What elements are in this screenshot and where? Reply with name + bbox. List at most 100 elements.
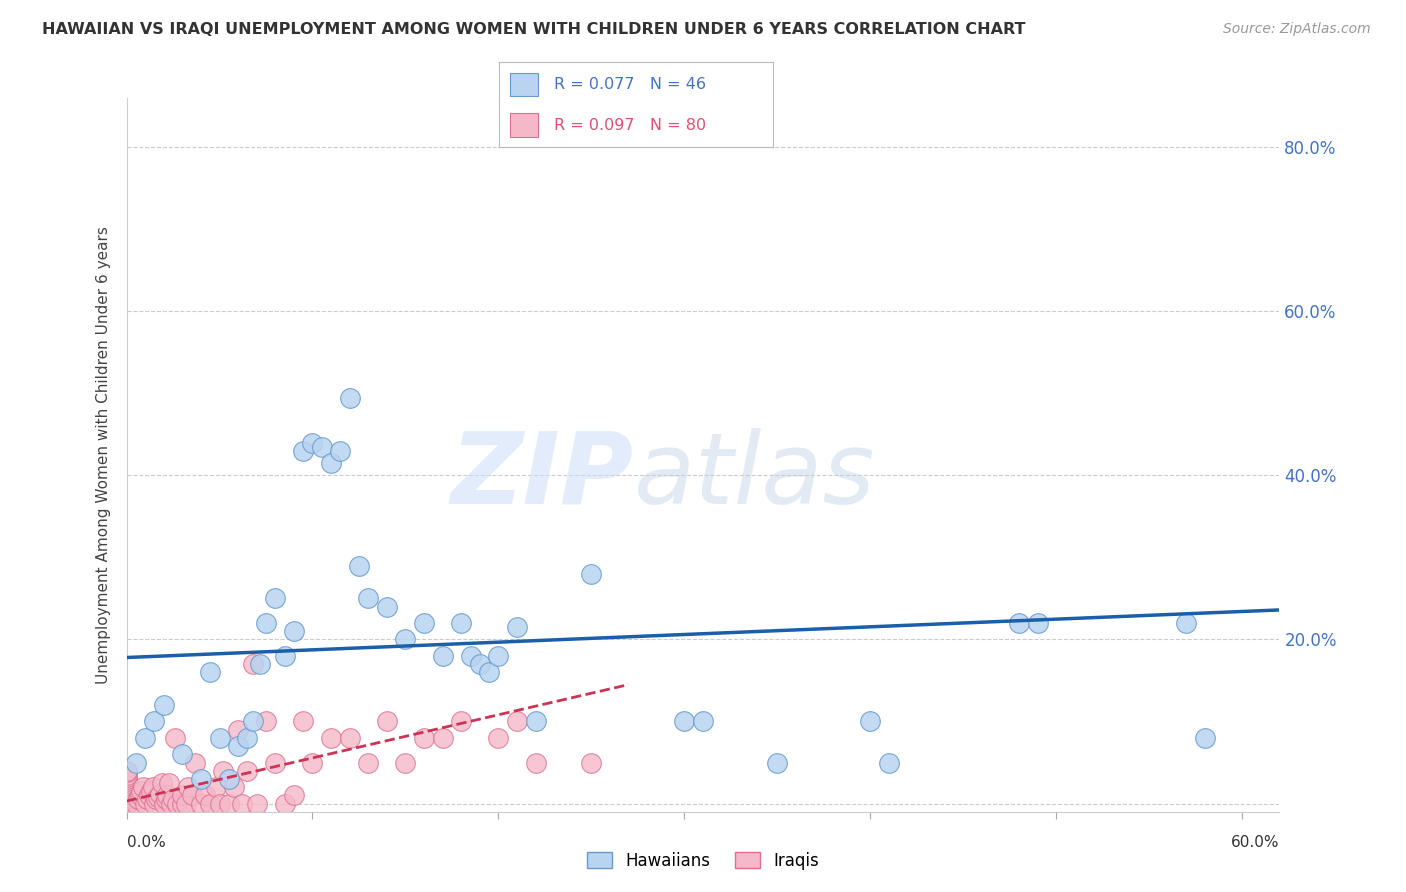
Point	[115, 772, 138, 786]
Point	[143, 797, 166, 811]
Point	[339, 731, 361, 745]
Point	[488, 731, 510, 745]
Point	[200, 797, 222, 811]
Point	[180, 789, 202, 803]
Point	[115, 781, 138, 796]
Text: ZIP: ZIP	[451, 428, 634, 524]
Point	[115, 780, 138, 794]
Point	[859, 714, 882, 729]
Point	[115, 784, 138, 798]
Point	[218, 772, 240, 786]
Point	[460, 648, 482, 663]
Point	[155, 792, 177, 806]
Point	[394, 756, 416, 770]
Point	[432, 731, 454, 745]
Point	[115, 797, 138, 811]
Point	[208, 797, 231, 811]
Point	[450, 616, 472, 631]
Point	[301, 756, 323, 770]
Point	[174, 797, 197, 811]
Text: R = 0.077   N = 46: R = 0.077 N = 46	[554, 77, 706, 92]
Text: 60.0%: 60.0%	[1232, 836, 1279, 850]
Point	[766, 756, 789, 770]
Point	[128, 789, 150, 803]
Point	[184, 756, 207, 770]
Point	[136, 792, 159, 806]
Point	[506, 620, 529, 634]
Point	[172, 747, 194, 762]
Point	[166, 797, 188, 811]
Point	[468, 657, 491, 671]
Point	[212, 764, 235, 778]
Point	[283, 789, 305, 803]
Point	[450, 714, 472, 729]
Point	[877, 756, 900, 770]
Point	[231, 797, 253, 811]
Y-axis label: Unemployment Among Women with Children Under 6 years: Unemployment Among Women with Children U…	[96, 226, 111, 684]
Point	[264, 756, 287, 770]
Text: R = 0.097   N = 80: R = 0.097 N = 80	[554, 118, 706, 133]
Point	[115, 773, 138, 788]
Point	[125, 797, 148, 811]
Point	[132, 780, 155, 794]
FancyBboxPatch shape	[510, 113, 537, 137]
Point	[226, 723, 249, 737]
Point	[524, 714, 547, 729]
Point	[218, 797, 240, 811]
Point	[190, 772, 212, 786]
Point	[127, 792, 149, 806]
Point	[357, 591, 380, 606]
Point	[673, 714, 696, 729]
Point	[138, 789, 160, 803]
Point	[254, 616, 277, 631]
Point	[375, 714, 398, 729]
Point	[1008, 616, 1031, 631]
Point	[115, 792, 138, 806]
Point	[115, 768, 138, 782]
Point	[224, 780, 246, 794]
Point	[242, 714, 264, 729]
Point	[162, 792, 184, 806]
Point	[1175, 616, 1198, 631]
Point	[152, 698, 174, 712]
Point	[488, 648, 510, 663]
Point	[208, 731, 231, 745]
Point	[246, 797, 269, 811]
Point	[432, 648, 454, 663]
Point	[115, 770, 138, 784]
Point	[254, 714, 277, 729]
Point	[292, 714, 315, 729]
Point	[172, 789, 194, 803]
Point	[581, 756, 603, 770]
Text: atlas: atlas	[634, 428, 876, 524]
Point	[273, 797, 295, 811]
Point	[150, 776, 173, 790]
Point	[319, 456, 342, 470]
Point	[319, 731, 342, 745]
Point	[200, 665, 222, 680]
Point	[375, 599, 398, 614]
Point	[115, 797, 138, 811]
Point	[177, 780, 200, 794]
Point	[172, 797, 194, 811]
Point	[139, 784, 162, 798]
Point	[264, 591, 287, 606]
Text: 0.0%: 0.0%	[127, 836, 166, 850]
Point	[146, 789, 169, 804]
Point	[115, 797, 138, 811]
Point	[142, 780, 165, 794]
Point	[160, 797, 183, 811]
Point	[524, 756, 547, 770]
FancyBboxPatch shape	[510, 72, 537, 96]
Point	[292, 443, 315, 458]
Point	[115, 765, 138, 780]
Point	[339, 391, 361, 405]
Point	[506, 714, 529, 729]
Point	[236, 764, 259, 778]
Point	[329, 443, 352, 458]
Point	[394, 632, 416, 647]
Text: HAWAIIAN VS IRAQI UNEMPLOYMENT AMONG WOMEN WITH CHILDREN UNDER 6 YEARS CORRELATI: HAWAIIAN VS IRAQI UNEMPLOYMENT AMONG WOM…	[42, 22, 1026, 37]
Point	[115, 779, 138, 793]
Point	[1194, 731, 1216, 745]
Point	[581, 566, 603, 581]
